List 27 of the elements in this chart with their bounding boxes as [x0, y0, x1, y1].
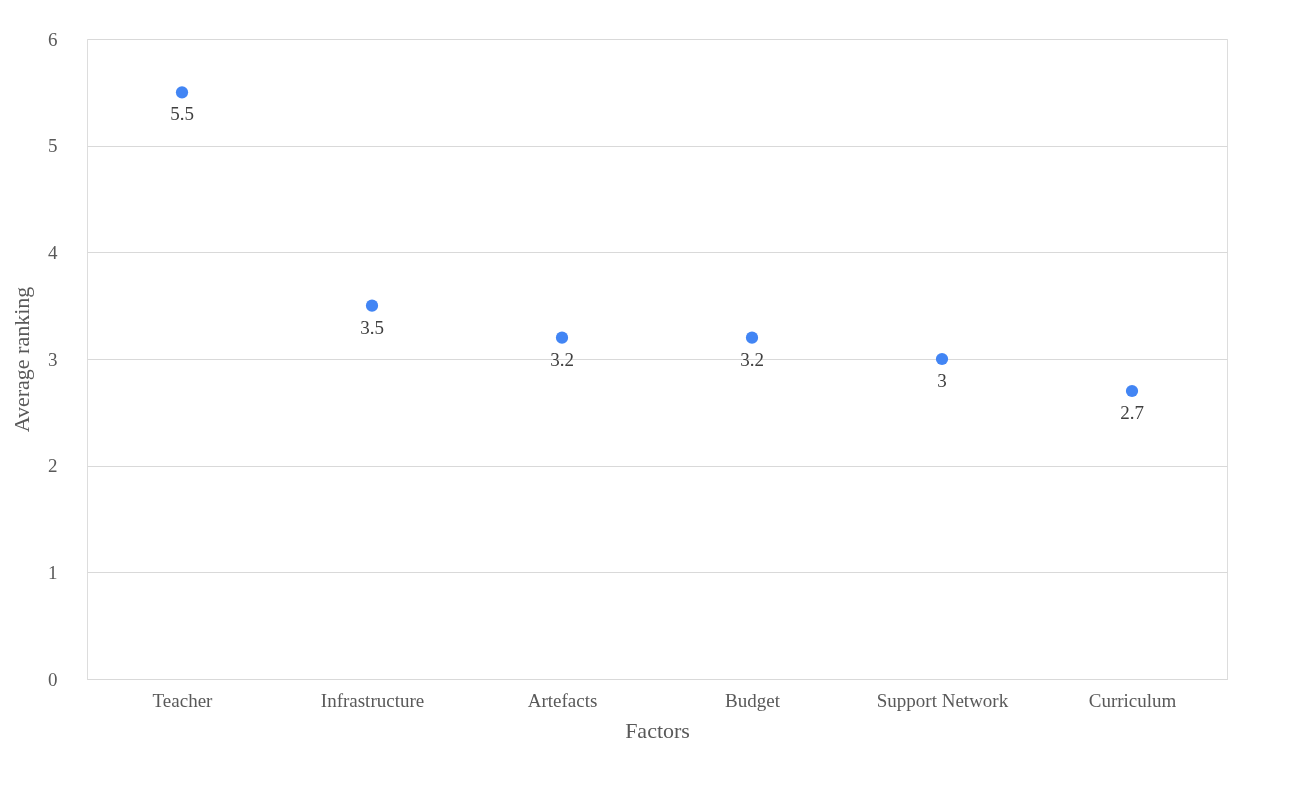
x-tick-label: Teacher — [152, 689, 214, 711]
point — [1125, 384, 1139, 398]
y-tick-label: 6 — [48, 28, 58, 50]
y-axis-title: Average ranking — [9, 286, 34, 433]
x-tick-label: Support Network — [876, 689, 1009, 711]
data-label: 3.5 — [360, 316, 384, 338]
x-tick-label: Budget — [725, 689, 781, 711]
y-tick-label: 0 — [48, 668, 58, 690]
data-label: 5.5 — [170, 103, 194, 125]
y-tick-label: 5 — [48, 135, 58, 157]
point — [175, 86, 189, 99]
x-tick-label: Artefacts — [527, 689, 598, 711]
y-tick-label: 4 — [48, 241, 58, 263]
x-tick-label: Infrastructure — [320, 689, 425, 711]
x-axis-title: Factors — [625, 717, 690, 743]
y-tick-label: 3 — [48, 348, 58, 370]
data-label: 2.7 — [1120, 402, 1144, 423]
data-label: 3.2 — [740, 348, 764, 370]
point — [745, 331, 759, 344]
x-tick-label: Curriculum — [1088, 689, 1177, 711]
data-label: 3.2 — [550, 348, 574, 370]
point — [365, 299, 379, 312]
data-label: 3 — [937, 370, 947, 391]
y-tick-label: 1 — [48, 561, 58, 583]
point — [935, 352, 949, 366]
point — [555, 331, 569, 344]
y-tick-label: 2 — [48, 455, 58, 477]
